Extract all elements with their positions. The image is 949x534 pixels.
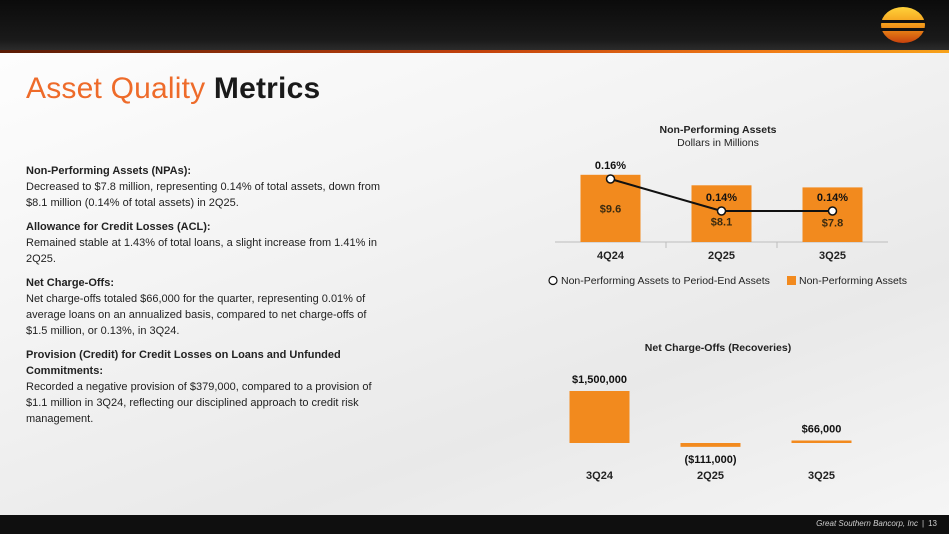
footer-text: Great Southern Bancorp, Inc | 13 bbox=[816, 519, 937, 528]
title-part-1: Asset Quality bbox=[26, 72, 206, 105]
page-number: 13 bbox=[928, 519, 937, 528]
section-text: Recorded a negative provision of $379,00… bbox=[26, 381, 372, 425]
npa-ratio-point bbox=[605, 174, 616, 184]
chart-title: Non-Performing Assets bbox=[660, 124, 777, 136]
section-text: Decreased to $7.8 million, representing … bbox=[26, 181, 381, 209]
section-net-charge-offs: Net Charge-Offs: Net charge-offs totaled… bbox=[26, 275, 386, 339]
top-banner bbox=[0, 0, 949, 50]
section-acl: Allowance for Credit Losses (ACL): Remai… bbox=[26, 219, 386, 267]
section-heading: Provision (Credit) for Credit Losses on … bbox=[26, 349, 341, 377]
charge-off-value-label: $66,000 bbox=[802, 424, 842, 436]
legend-label: Non-Performing Assets to Period-End Asse… bbox=[561, 275, 770, 287]
category-label: 4Q24 bbox=[597, 250, 625, 262]
category-label: 3Q25 bbox=[819, 250, 846, 262]
npa-bar-label: $8.1 bbox=[711, 217, 732, 229]
npa-ratio-point bbox=[716, 206, 727, 216]
legend-label: Non-Performing Assets bbox=[799, 275, 907, 287]
commentary-block: Non-Performing Assets (NPAs): Decreased … bbox=[26, 163, 386, 435]
legend-bar-swatch bbox=[787, 276, 796, 285]
section-heading: Net Charge-Offs: bbox=[26, 277, 115, 289]
npa-bar-label: $7.8 bbox=[822, 218, 843, 230]
npa-bar-label: $9.6 bbox=[600, 203, 621, 215]
charge-off-bar bbox=[569, 391, 630, 443]
category-label: 3Q24 bbox=[586, 470, 614, 482]
net-charge-offs-chart: Net Charge-Offs (Recoveries) $1,500,000 3… bbox=[569, 342, 852, 482]
page-title: Asset Quality Metrics bbox=[26, 72, 320, 106]
banner-accent-stripe bbox=[0, 50, 949, 53]
section-npa: Non-Performing Assets (NPAs): Decreased … bbox=[26, 163, 386, 211]
chart-title: Net Charge-Offs (Recoveries) bbox=[645, 342, 791, 354]
section-text: Net charge-offs totaled $66,000 for the … bbox=[26, 293, 367, 337]
npa-ratio-label: 0.14% bbox=[817, 192, 848, 204]
npa-ratio-label: 0.16% bbox=[595, 160, 626, 172]
charge-off-bar bbox=[791, 440, 852, 443]
legend-line-marker bbox=[548, 275, 558, 286]
section-provision: Provision (Credit) for Credit Losses on … bbox=[26, 347, 386, 427]
charge-off-value-label: ($111,000) bbox=[685, 454, 737, 466]
company-logo-icon bbox=[880, 7, 926, 43]
title-part-2: Metrics bbox=[213, 72, 321, 105]
category-label: 2Q25 bbox=[708, 250, 735, 262]
footer-company: Great Southern Bancorp, Inc bbox=[816, 519, 919, 528]
footer-separator: | bbox=[922, 519, 925, 528]
category-label: 3Q25 bbox=[808, 470, 835, 482]
npa-chart: Non-Performing Assets Dollars in Million… bbox=[548, 124, 907, 287]
section-heading: Non-Performing Assets (NPAs): bbox=[26, 165, 192, 177]
section-text: Remained stable at 1.43% of total loans,… bbox=[26, 237, 377, 265]
charge-off-bar bbox=[680, 443, 741, 447]
chart-subtitle: Dollars in Millions bbox=[677, 137, 759, 149]
npa-ratio-label: 0.14% bbox=[706, 192, 737, 204]
npa-bar bbox=[580, 174, 641, 242]
charge-off-value-label: $1,500,000 bbox=[572, 374, 627, 386]
category-label: 2Q25 bbox=[697, 470, 724, 482]
footer-bar: Great Southern Bancorp, Inc | 13 bbox=[0, 515, 949, 534]
section-heading: Allowance for Credit Losses (ACL): bbox=[26, 221, 211, 233]
npa-ratio-point bbox=[827, 206, 838, 216]
